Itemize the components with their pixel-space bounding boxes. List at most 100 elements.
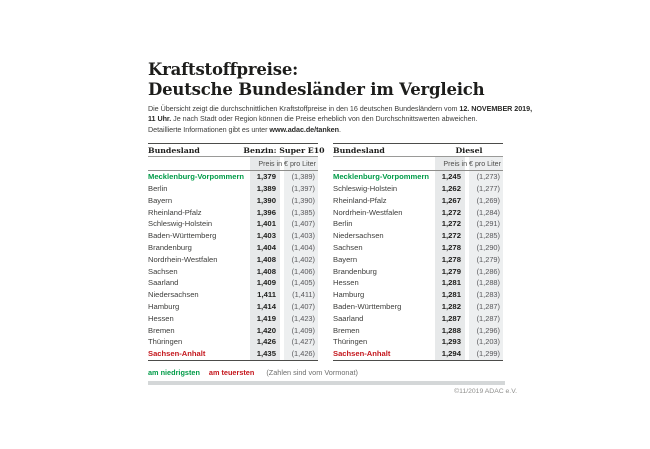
intro-text: Die Übersicht zeigt die durchschnittlich…	[148, 104, 532, 135]
price-current: 1,278	[435, 242, 465, 254]
state-name: Hessen	[333, 278, 359, 288]
column-header-fuel: Benzin: Super E10	[243, 146, 324, 155]
column-header-fuel-label: Diesel	[455, 145, 483, 155]
price-previous: (1,407)	[284, 300, 318, 313]
state-name: Hamburg	[148, 301, 180, 311]
intro-date-bold: 12. NOVEMBER 2019,	[459, 104, 533, 113]
price-previous: (1,390)	[284, 194, 318, 207]
price-previous: (1,404)	[284, 242, 318, 254]
price-previous: (1,285)	[469, 230, 503, 242]
state-name: Bremen	[333, 325, 360, 335]
table-row: Berlin 1,389 (1,397)	[148, 183, 318, 195]
price-current: 1,245	[435, 171, 465, 184]
divider-bar	[148, 380, 505, 385]
content-area: Kraftstoffpreise: Deutsche Bundesländer …	[148, 60, 532, 395]
state-name: Schleswig-Holstein	[148, 219, 213, 229]
state-name: Berlin	[333, 219, 353, 229]
table-row: Berlin 1,272 (1,291)	[333, 218, 503, 231]
price-current: 1,281	[435, 289, 465, 301]
state-name: Schleswig-Holstein	[333, 184, 398, 194]
state-name: Bremen	[148, 325, 175, 335]
price-previous: (1,426)	[284, 348, 318, 360]
state-name: Nordrhein-Westfalen	[148, 254, 218, 264]
price-previous: (1,287)	[469, 300, 503, 313]
state-name: Brandenburg	[148, 243, 192, 252]
price-previous: (1,423)	[284, 312, 318, 325]
price-current: 1,279	[435, 265, 465, 278]
price-previous: (1,402)	[284, 253, 318, 266]
state-name: Bayern	[148, 195, 173, 205]
table-row: Sachsen 1,278 (1,290)	[333, 242, 503, 254]
price-current: 1,409	[250, 277, 280, 290]
price-current: 1,426	[250, 336, 280, 349]
table-benzin-super-e10: Bundesland Benzin: Super E10 Preis in € …	[148, 143, 325, 361]
table-row: Rheinland-Pfalz 1,267 (1,269)	[333, 194, 503, 207]
table-row: Nordrhein-Westfalen 1,408 (1,402)	[148, 253, 318, 266]
state-name: Berlin	[148, 184, 168, 194]
state-name: Rheinland-Pfalz	[333, 195, 387, 205]
state-name: Mecklenburg-Vorpommern	[333, 172, 430, 182]
intro-time-bold: 11 Uhr.	[148, 114, 172, 124]
price-previous: (1,385)	[284, 206, 318, 219]
table-row: Hamburg 1,281 (1,283)	[333, 289, 503, 301]
price-previous: (1,283)	[469, 289, 503, 301]
table-row: Rheinland-Pfalz 1,396 (1,385)	[148, 206, 318, 219]
price-previous: (1,405)	[284, 277, 318, 290]
price-previous: (1,287)	[469, 312, 503, 325]
price-current: 1,408	[250, 265, 280, 278]
price-previous: (1,409)	[284, 324, 318, 337]
table-row: Mecklenburg-Vorpommern 1,379 (1,389)	[148, 171, 318, 184]
intro-seg: .	[338, 124, 341, 134]
column-header-fuel: Diesel	[435, 146, 503, 155]
price-current: 1,435	[250, 348, 280, 360]
intro-url-bold: www.adac.de/tanken	[269, 124, 339, 134]
state-name: Baden-Württemberg	[333, 301, 402, 311]
table-row: Niedersachsen 1,411 (1,411)	[148, 289, 318, 301]
price-previous: (1,203)	[469, 336, 503, 349]
table-row: Brandenburg 1,404 (1,404)	[148, 242, 318, 254]
price-current: 1,293	[435, 336, 465, 349]
price-previous: (1,277)	[469, 183, 503, 195]
price-current: 1,379	[250, 171, 280, 184]
price-current: 1,404	[250, 242, 280, 254]
table-row: Sachsen-Anhalt 1,294 (1,299)	[333, 348, 503, 360]
state-name: Saarland	[148, 278, 179, 288]
table-row: Hessen 1,281 (1,288)	[333, 277, 503, 290]
table-row: Bayern 1,390 (1,390)	[148, 194, 318, 207]
state-name: Rheinland-Pfalz	[148, 207, 202, 217]
table-row: Thüringen 1,426 (1,427)	[148, 336, 318, 349]
price-previous: (1,407)	[284, 218, 318, 231]
price-previous: (1,389)	[284, 171, 318, 184]
table-diesel: Bundesland Diesel Preis in € pro Liter M…	[333, 143, 503, 361]
table-row: Sachsen-Anhalt 1,435 (1,426)	[148, 348, 318, 360]
legend-lowest-label: am niedrigsten	[148, 367, 200, 377]
price-previous: (1,397)	[284, 183, 318, 195]
price-current: 1,390	[250, 194, 280, 207]
table-row: Niedersachsen 1,272 (1,285)	[333, 230, 503, 242]
subheader-spacer	[333, 157, 435, 170]
price-previous: (1,411)	[284, 289, 318, 301]
table-row: Sachsen 1,408 (1,406)	[148, 265, 318, 278]
legend-note: (Zahlen sind vom Vormonat)	[266, 367, 358, 377]
state-name: Sachsen-Anhalt	[148, 349, 206, 359]
table-row: Schleswig-Holstein 1,262 (1,277)	[333, 183, 503, 195]
price-unit-label: Preis in € pro Liter	[250, 157, 318, 171]
price-current: 1,272	[435, 206, 465, 219]
state-name: Thüringen	[333, 337, 368, 347]
intro-seg: Detaillierte Informationen gibt es unter	[148, 124, 270, 134]
state-name: Baden-Württemberg	[148, 231, 217, 241]
table-body-diesel: Mecklenburg-Vorpommern 1,245 (1,273) Sch…	[333, 171, 503, 361]
table-row: Schleswig-Holstein 1,401 (1,407)	[148, 218, 318, 231]
price-current: 1,414	[250, 300, 280, 313]
state-name: Sachsen	[333, 243, 363, 252]
price-current: 1,389	[250, 183, 280, 195]
price-previous: (1,279)	[469, 253, 503, 266]
price-current: 1,419	[250, 312, 280, 325]
title-line-1: Kraftstoffpreise:	[148, 60, 299, 79]
page-title: Kraftstoffpreise: Deutsche Bundesländer …	[148, 60, 519, 99]
table-subheader-diesel: Preis in € pro Liter	[333, 157, 503, 172]
price-previous: (1,406)	[284, 265, 318, 278]
price-previous: (1,284)	[469, 206, 503, 219]
table-row: Bremen 1,288 (1,296)	[333, 324, 503, 337]
